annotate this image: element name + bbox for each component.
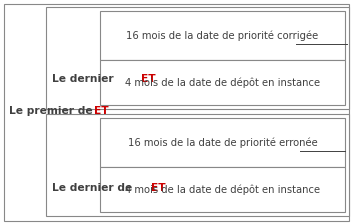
FancyBboxPatch shape — [46, 7, 349, 109]
Text: Le dernier de: Le dernier de — [52, 184, 132, 193]
FancyBboxPatch shape — [100, 60, 345, 105]
FancyBboxPatch shape — [100, 167, 345, 212]
Text: ET: ET — [94, 107, 109, 116]
FancyBboxPatch shape — [4, 4, 349, 221]
FancyBboxPatch shape — [46, 114, 349, 216]
Text: Le premier de: Le premier de — [9, 107, 93, 116]
Text: 4 mois de la date de dépôt en instance: 4 mois de la date de dépôt en instance — [125, 77, 320, 88]
Text: ET: ET — [141, 74, 155, 84]
FancyBboxPatch shape — [100, 118, 345, 167]
Text: Le dernier: Le dernier — [52, 74, 113, 84]
Text: 4 mois de la date de dépôt en instance: 4 mois de la date de dépôt en instance — [125, 184, 320, 195]
Text: 16 mois de la date de priorité corrigée: 16 mois de la date de priorité corrigée — [126, 30, 319, 41]
Text: ET: ET — [151, 184, 166, 193]
Text: 16 mois de la date de priorité erronée: 16 mois de la date de priorité erronée — [127, 137, 318, 148]
FancyBboxPatch shape — [100, 11, 345, 60]
